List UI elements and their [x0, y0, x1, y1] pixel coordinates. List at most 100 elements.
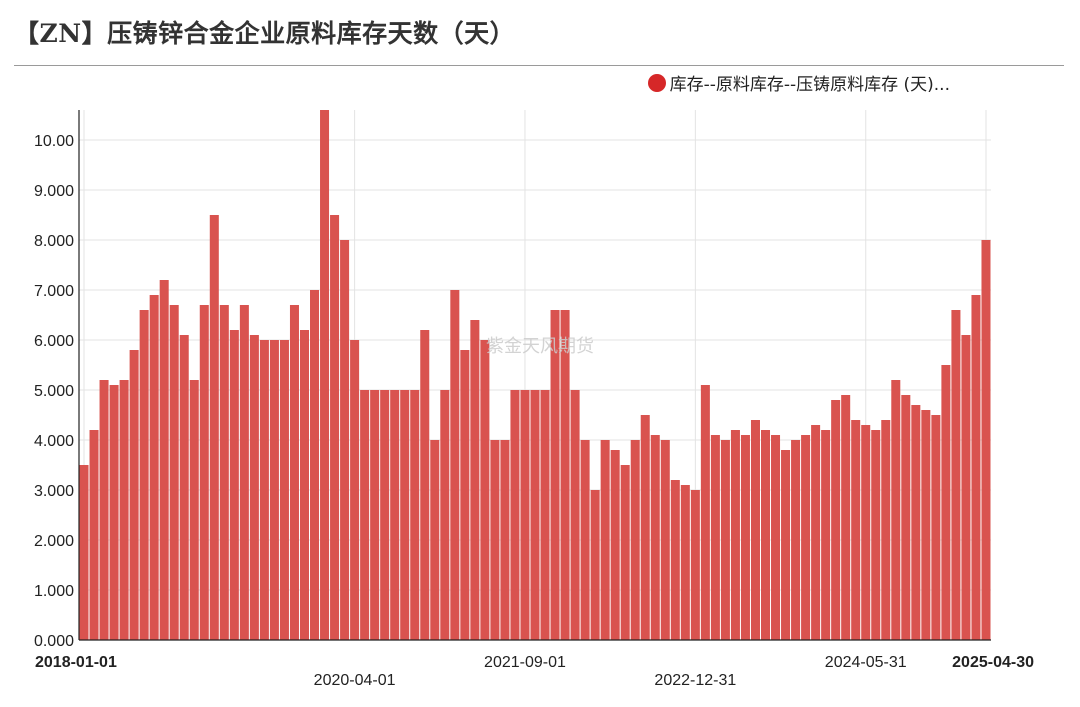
bar[interactable] [289, 305, 299, 640]
bar[interactable] [340, 240, 350, 640]
bar[interactable] [560, 310, 570, 640]
bar[interactable] [99, 380, 109, 640]
bar[interactable] [149, 295, 159, 640]
y-axis-ticks: 0.000 1.000 2.000 3.000 4.000 5.000 6.000 7.000… [34, 133, 74, 650]
bar[interactable] [801, 435, 811, 640]
bar[interactable] [259, 340, 269, 640]
bar[interactable] [710, 435, 720, 640]
bar[interactable] [470, 320, 480, 640]
bar[interactable] [660, 440, 670, 640]
bar[interactable] [199, 305, 209, 640]
bar[interactable] [620, 465, 630, 640]
bar[interactable] [841, 395, 851, 640]
bar[interactable] [720, 440, 730, 640]
x-tick-label: 2025-04-30 [952, 654, 1034, 671]
bar[interactable] [510, 390, 520, 640]
bar[interactable] [119, 380, 129, 640]
bar[interactable] [249, 335, 259, 640]
bar[interactable] [480, 340, 490, 640]
bar[interactable] [881, 420, 891, 640]
bar[interactable] [941, 365, 951, 640]
bar[interactable] [680, 485, 690, 640]
x-tick-label: 2018-01-01 [35, 654, 117, 671]
bar[interactable] [971, 295, 981, 640]
bar[interactable] [851, 420, 861, 640]
bar[interactable] [520, 390, 530, 640]
bar[interactable] [600, 440, 610, 640]
bar[interactable] [89, 430, 99, 640]
bar[interactable] [239, 305, 249, 640]
bar[interactable] [831, 400, 841, 640]
bar[interactable] [961, 335, 971, 640]
bar[interactable] [109, 385, 119, 640]
bar[interactable] [750, 420, 760, 640]
bar[interactable] [530, 390, 540, 640]
bar[interactable] [951, 310, 961, 640]
bar[interactable] [871, 430, 881, 640]
y-tick-label: 4.000 [34, 433, 74, 450]
y-tick-label: 0.000 [34, 633, 74, 650]
bar[interactable] [540, 390, 550, 640]
bar[interactable] [490, 440, 500, 640]
bar[interactable] [450, 290, 460, 640]
bar[interactable] [670, 480, 680, 640]
bar[interactable] [159, 280, 169, 640]
bar[interactable] [550, 310, 560, 640]
bar[interactable] [350, 340, 360, 640]
bar[interactable] [440, 390, 450, 640]
bar[interactable] [650, 435, 660, 640]
bar[interactable] [700, 385, 710, 640]
bar[interactable] [269, 340, 279, 640]
bar[interactable] [360, 390, 370, 640]
bar[interactable] [500, 440, 510, 640]
bar[interactable] [921, 410, 931, 640]
bar[interactable] [640, 415, 650, 640]
bar[interactable] [811, 425, 821, 640]
bar[interactable] [570, 390, 580, 640]
bar[interactable] [179, 335, 189, 640]
bar[interactable] [129, 350, 139, 640]
chart-legend[interactable]: 库存--原料库存--压铸原料库存 (天)... [647, 70, 950, 95]
bar[interactable] [410, 390, 420, 640]
bar[interactable] [760, 430, 771, 640]
bar[interactable] [320, 110, 330, 640]
bar[interactable] [781, 450, 791, 640]
bar[interactable] [390, 390, 400, 640]
bar[interactable] [219, 305, 229, 640]
bar[interactable] [279, 340, 289, 640]
bar[interactable] [430, 440, 440, 640]
bar[interactable] [189, 380, 199, 640]
bar[interactable] [420, 330, 430, 640]
bar[interactable] [821, 430, 831, 640]
bar[interactable] [981, 240, 991, 640]
bar[interactable] [590, 490, 600, 640]
bar[interactable] [400, 390, 410, 640]
bar[interactable] [460, 350, 470, 640]
bar[interactable] [580, 440, 590, 640]
bar[interactable] [169, 305, 179, 640]
bar[interactable] [370, 390, 380, 640]
bar[interactable] [911, 405, 921, 640]
bar[interactable] [730, 430, 740, 640]
bar[interactable] [791, 440, 801, 640]
bar[interactable] [740, 435, 750, 640]
bar[interactable] [771, 435, 781, 640]
bar[interactable] [79, 465, 89, 640]
bar[interactable] [901, 395, 911, 640]
bar[interactable] [891, 380, 901, 640]
chart-title: 【ZN】压铸锌合金企业原料库存天数（天） [14, 19, 516, 48]
bar[interactable] [310, 290, 320, 640]
bar[interactable] [139, 310, 149, 640]
bar[interactable] [690, 490, 700, 640]
x-tick-label: 2020-04-01 [314, 672, 396, 689]
y-tick-label: 5.000 [34, 383, 74, 400]
bar[interactable] [299, 330, 310, 640]
bar[interactable] [380, 390, 390, 640]
bar[interactable] [209, 215, 219, 640]
bar[interactable] [630, 440, 640, 640]
bar[interactable] [931, 415, 941, 640]
bar[interactable] [610, 450, 620, 640]
bar[interactable] [229, 330, 239, 640]
bar[interactable] [330, 215, 340, 640]
bar[interactable] [861, 425, 871, 640]
